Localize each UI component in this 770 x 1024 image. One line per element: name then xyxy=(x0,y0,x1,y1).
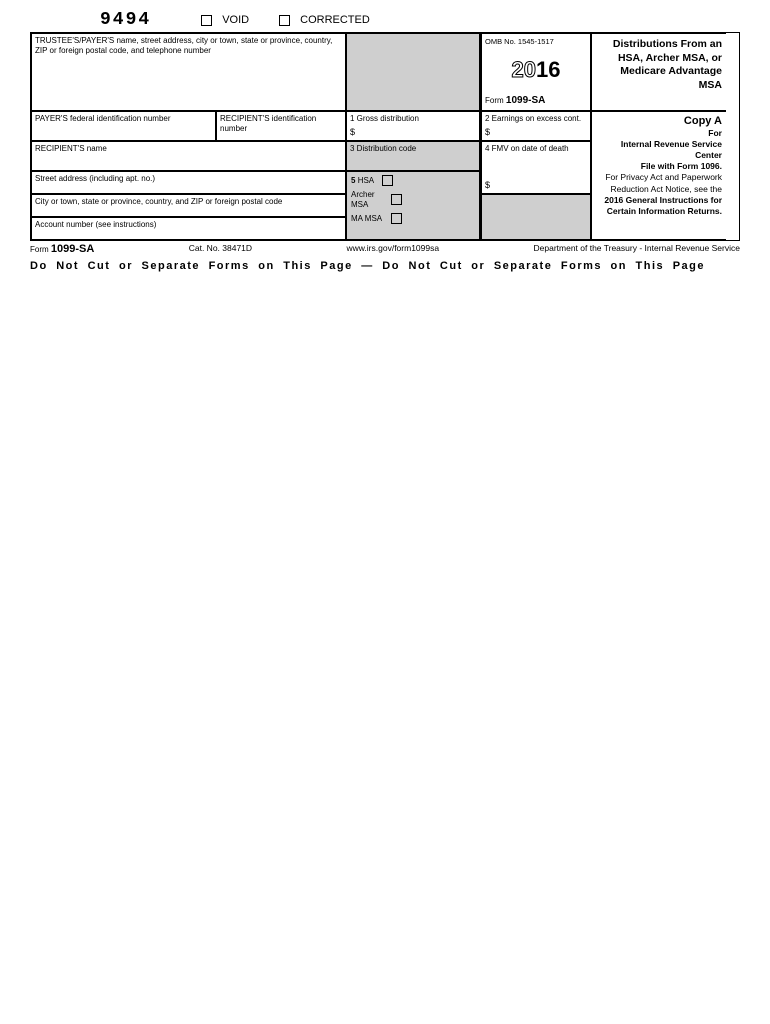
box5-cell: 5 HSA Archer MSA MA MSA xyxy=(346,171,481,240)
city-label: City or town, state or province, country… xyxy=(35,197,282,206)
box5-num: 5 xyxy=(351,176,355,185)
box2-label: 2 Earnings on excess cont. xyxy=(485,114,581,123)
blank-shaded-bottom xyxy=(481,194,591,240)
street-label: Street address (including apt. no.) xyxy=(35,174,155,183)
catalog-number: Cat. No. 38471D xyxy=(189,243,252,255)
footer-row: Form 1099-SA Cat. No. 38471D www.irs.gov… xyxy=(30,241,740,257)
form-title: Distributions From an HSA, Archer MSA, o… xyxy=(591,33,726,111)
recipient-id-label: RECIPIENT'S identification number xyxy=(220,114,316,133)
omb-number: OMB No. 1545-1517 xyxy=(485,37,587,46)
box2-cell: 2 Earnings on excess cont. $ xyxy=(481,111,591,141)
irs-url: www.irs.gov/form1099sa xyxy=(346,243,439,255)
recipient-name-cell: RECIPIENT'S name xyxy=(31,141,346,171)
box1-cell: 1 Gross distribution $ xyxy=(346,111,481,141)
top-controls: 9494 VOID CORRECTED xyxy=(100,10,740,30)
corrected-label: CORRECTED xyxy=(300,14,370,26)
box3-cell: 3 Distribution code xyxy=(346,141,481,171)
recipient-id-cell: RECIPIENT'S identification number xyxy=(216,111,346,141)
file-with: File with Form 1096. xyxy=(641,161,722,171)
box4-cell: 4 FMV on date of death $ xyxy=(481,141,591,194)
account-cell: Account number (see instructions) xyxy=(31,217,346,240)
box1-dollar: $ xyxy=(350,127,355,138)
omb-year-cell: OMB No. 1545-1517 2016 Form 1099-SA xyxy=(481,33,591,111)
payer-id-cell: PAYER'S federal identification number xyxy=(31,111,216,141)
form-code: 9494 xyxy=(100,10,151,30)
box1-label: 1 Gross distribution xyxy=(350,114,419,123)
account-label: Account number (see instructions) xyxy=(35,220,156,229)
form-grid: TRUSTEE'S/PAYER'S name, street address, … xyxy=(30,32,740,241)
copy-a-label: Copy A xyxy=(596,114,722,128)
box4-label: 4 FMV on date of death xyxy=(485,144,569,153)
blank-shaded-top xyxy=(346,33,481,111)
privacy-notice: For Privacy Act and Paperwork Reduction … xyxy=(596,172,722,194)
treasury-dept: Department of the Treasury - Internal Re… xyxy=(534,243,740,255)
footer-form: Form 1099-SA xyxy=(30,243,94,255)
year-outline: 20 xyxy=(512,57,536,82)
do-not-cut-warning: Do Not Cut or Separate Forms on This Pag… xyxy=(30,260,740,272)
street-cell: Street address (including apt. no.) xyxy=(31,171,346,194)
payer-id-label: PAYER'S federal identification number xyxy=(35,114,171,123)
general-instructions: 2016 General Instructions for Certain In… xyxy=(604,195,722,216)
irs-center: Internal Revenue Service Center xyxy=(621,139,722,160)
form-number-small: Form 1099-SA xyxy=(485,95,587,107)
hsa-checkbox[interactable] xyxy=(382,175,393,186)
box3-label: 3 Distribution code xyxy=(350,144,416,153)
box2-dollar: $ xyxy=(485,127,490,138)
recipient-name-label: RECIPIENT'S name xyxy=(35,144,107,153)
box4-dollar: $ xyxy=(485,180,490,191)
trustee-payer-cell: TRUSTEE'S/PAYER'S name, street address, … xyxy=(31,33,346,111)
city-cell: City or town, state or province, country… xyxy=(31,194,346,217)
box5-ma-label: MA MSA xyxy=(351,214,383,224)
tax-year: 2016 xyxy=(485,57,587,83)
archer-msa-checkbox[interactable] xyxy=(391,194,402,205)
for-label: For xyxy=(708,128,722,138)
trustee-label: TRUSTEE'S/PAYER'S name, street address, … xyxy=(35,36,332,55)
void-checkbox[interactable] xyxy=(201,15,212,26)
void-label: VOID xyxy=(222,14,249,26)
ma-msa-checkbox[interactable] xyxy=(391,213,402,224)
copy-a-column: Copy A For Internal Revenue Service Cent… xyxy=(591,111,726,240)
box5-hsa-label: HSA xyxy=(358,176,374,185)
box5-archer-label: Archer MSA xyxy=(351,190,383,209)
year-solid: 16 xyxy=(536,57,560,82)
corrected-checkbox[interactable] xyxy=(279,15,290,26)
